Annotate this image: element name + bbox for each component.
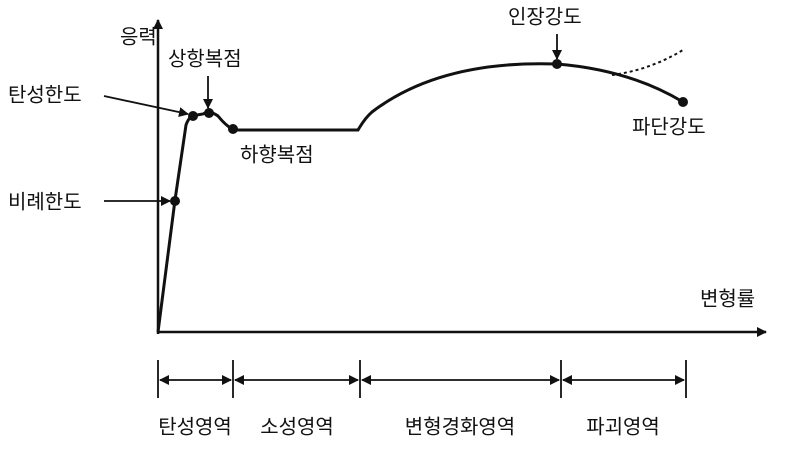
- point: [188, 111, 198, 121]
- point: [552, 59, 562, 69]
- point-label: 상항복점: [168, 47, 242, 71]
- stress-strain-curve: [156, 62, 684, 333]
- point-label: 하향복점: [240, 143, 314, 167]
- point: [170, 196, 180, 206]
- region-dividers: [157, 360, 687, 398]
- region-label: 파괴영역: [586, 415, 660, 439]
- region-label: 변형경화영역: [405, 415, 515, 439]
- region-label: 탄성영역: [158, 415, 232, 439]
- pointer: [103, 95, 189, 118]
- point-label: 인장강도: [508, 5, 582, 29]
- point: [228, 124, 238, 134]
- x-axis-label: 변형률: [700, 287, 755, 311]
- point: [678, 97, 688, 107]
- region-label: 소성영역: [260, 415, 334, 439]
- point-label: 탄성한도: [8, 83, 82, 107]
- dotted-extension: [611, 49, 684, 76]
- point: [204, 108, 214, 118]
- point-label: 비례한도: [8, 190, 82, 214]
- point-label: 파단강도: [632, 115, 706, 139]
- y-axis-label: 응력: [120, 25, 157, 49]
